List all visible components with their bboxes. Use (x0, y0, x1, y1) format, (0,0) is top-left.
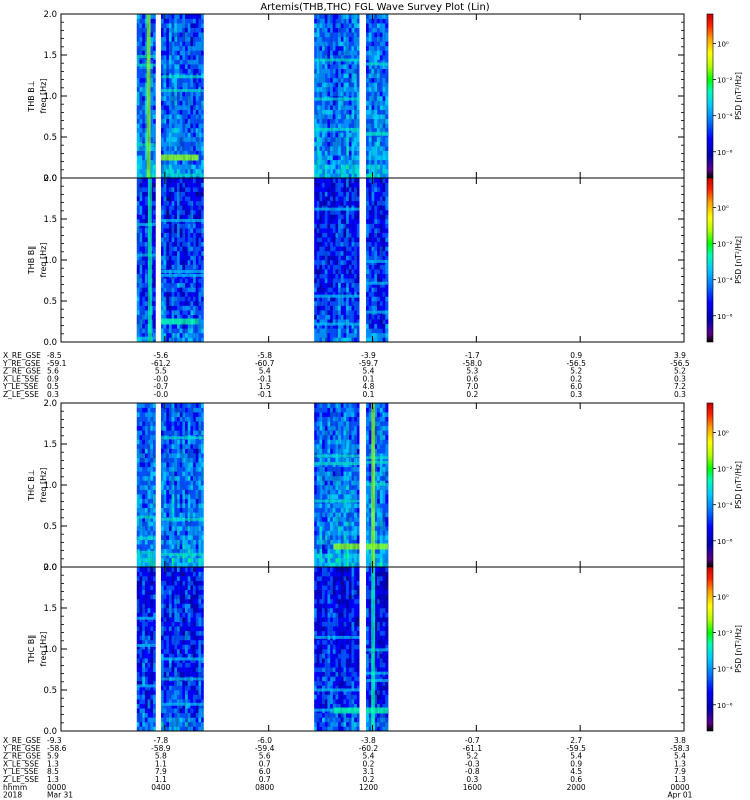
data-gap (155, 14, 161, 178)
y-axis-label: freq [Hz] (39, 243, 48, 278)
ephemeris-row-label: Z_LE_SSE (3, 390, 39, 399)
y-axis: 0.0 0.5 1.0 1.5 2.0 (43, 174, 684, 348)
ephemeris-value: -0.0 (154, 374, 169, 383)
ephemeris-row-label: Y_RE_GSE (2, 359, 41, 368)
spectrogram-data (136, 14, 389, 179)
ephemeris-value: 0.3 (674, 374, 686, 383)
colorbar-gradient (706, 13, 714, 179)
colorbar-label: PSD [nT²/Hz] (734, 72, 743, 120)
ephemeris-value: 4.8 (363, 382, 375, 391)
colorbar-tick-label: 10⁻² (717, 241, 733, 249)
data-gap (359, 14, 367, 178)
colorbar-gradient (706, 177, 714, 343)
ephemeris-value: -0.0 (154, 390, 169, 399)
colorbar-tick-label: 10⁻⁶ (717, 313, 733, 321)
colorbar-tick-label: 10⁰ (717, 41, 729, 49)
colorbar-tick-label: 10⁻⁴ (717, 113, 733, 121)
ephemeris-value: 0.3 (47, 390, 59, 399)
ephemeris-value: 0.1 (363, 390, 375, 399)
y-tick-label: 2.0 (43, 174, 57, 184)
y-tick-label: 2.0 (43, 10, 57, 20)
colorbar-tick-label: 10⁻² (717, 77, 733, 85)
data-gap (155, 178, 161, 342)
ephemeris-row-label: X_RE_GSE (3, 351, 41, 360)
ephemeris-value: 1.5 (259, 382, 271, 391)
ephemeris-value: 0.3 (674, 390, 686, 399)
y-tick-label: 0.5 (43, 297, 57, 307)
ephemeris-value: -5.8 (257, 351, 272, 360)
y-tick-label: 0.0 (43, 174, 57, 184)
panel-thb-bperp: 0.0 0.5 1.0 1.5 2.0 THB B⊥ freq [Hz] 10⁰ 10⁻²… (27, 10, 743, 184)
ephemeris-value: 0.9 (570, 351, 582, 360)
y-tick-label: 1.5 (43, 215, 57, 225)
ephemeris-value: -0.1 (257, 390, 272, 399)
ephemeris-value: -0.7 (154, 382, 169, 391)
spectrogram-data (136, 403, 389, 568)
ephemeris-row-label: Z_RE_GSE (3, 367, 41, 376)
ephemeris-value: 0.6 (466, 374, 478, 383)
colorbar-label: PSD [nT²/Hz] (734, 236, 743, 284)
data-gap (359, 178, 367, 342)
spectrogram-data (136, 178, 389, 343)
panel-probe-label: THB B⊥ (27, 80, 36, 112)
y-tick-label: 1.5 (43, 51, 57, 61)
y-tick-label: 0.5 (43, 133, 57, 143)
y-axis: 0.0 0.5 1.0 1.5 2.0 (43, 10, 684, 184)
ephemeris-value: -59.7 (359, 359, 379, 368)
ephemeris-value: 7.0 (466, 382, 478, 391)
ephemeris-value: 0.2 (466, 390, 478, 399)
colorbar-tick-label: 10⁰ (717, 205, 729, 213)
colorbar-tick-label: 10⁻⁶ (717, 149, 733, 157)
ephemeris-value: -0.1 (257, 374, 272, 383)
ephemeris-value: -59.1 (47, 359, 67, 368)
ephemeris-value: -60.7 (255, 359, 275, 368)
ephemeris-value: -3.9 (361, 351, 376, 360)
ephemeris-value: -58.0 (463, 359, 483, 368)
ephemeris-value: 0.1 (363, 374, 375, 383)
ephemeris-value: 3.9 (674, 351, 686, 360)
y-tick-label: 1.0 (43, 92, 57, 102)
ephemeris-value: 5.2 (674, 367, 686, 376)
ephemeris-value: 0.3 (570, 390, 582, 399)
ephemeris-value: 0.5 (47, 382, 59, 391)
ephemeris-value: 5.5 (155, 367, 167, 376)
ephemeris-value: 5.2 (570, 367, 582, 376)
ephemeris-value: 5.3 (466, 367, 478, 376)
ephemeris-value: -56.5 (566, 359, 586, 368)
y-axis-label: freq [Hz] (39, 79, 48, 114)
ephemeris-value: -56.5 (670, 359, 690, 368)
data-gap (203, 178, 315, 342)
colorbar: 10⁰ 10⁻² 10⁻⁴ 10⁻⁶ PSD [nT²/Hz] (706, 177, 743, 343)
ephemeris-value: 5.4 (259, 367, 271, 376)
ephemeris-row-label: X_LE_SSE (3, 374, 39, 383)
y-tick-label: 0.0 (43, 338, 57, 348)
figure-title: Artemis(THB,THC) FGL Wave Survey Plot (L… (260, 2, 489, 13)
ephemeris-value: 5.6 (47, 367, 59, 376)
panel-thb-bpar: 0.0 0.5 1.0 1.5 2.0 THB B‖ freq [Hz] 10⁰ 10⁻²… (27, 174, 743, 348)
panel-thc-bperp: 0.00.51.01.52.0 THC B⊥ freq [Hz] 10⁰10⁻²… (27, 399, 743, 573)
ephemeris-value: 5.4 (363, 367, 375, 376)
ephemeris-value: -5.6 (154, 351, 169, 360)
y-tick-label: 1.0 (43, 256, 57, 266)
ephemeris-value: 6.0 (570, 382, 582, 391)
colorbar: 10⁰ 10⁻² 10⁻⁴ 10⁻⁶ PSD [nT²/Hz] (706, 13, 743, 179)
ephemeris-value: 0.9 (47, 374, 59, 383)
ephemeris-value: 0.2 (570, 374, 582, 383)
colorbar-tick-label: 10⁻⁴ (717, 277, 733, 285)
ephemeris-value: -8.5 (47, 351, 62, 360)
data-gap (203, 14, 315, 178)
ephemeris-table-thb: X_RE_GSE -8.5 -5.6 -5.8 -3.9 -1.7 0.9 3.9 Y_RE_G… (2, 351, 690, 399)
panel-probe-label: THB B‖ (27, 246, 36, 275)
ephemeris-value: -61.2 (151, 359, 171, 368)
ephemeris-value: -1.7 (465, 351, 480, 360)
ephemeris-row-label: Y_LE_SSE (2, 382, 39, 391)
ephemeris-value: 7.2 (674, 382, 686, 391)
